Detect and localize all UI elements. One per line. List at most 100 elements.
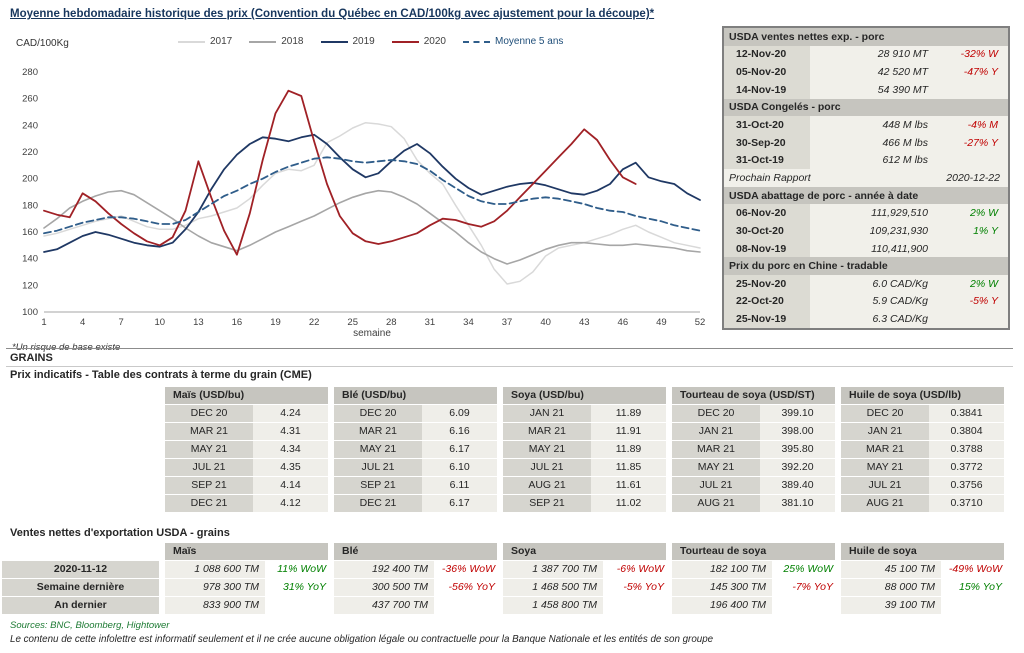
contract-month: SEP 21 bbox=[165, 477, 253, 494]
contract-price: 4.24 bbox=[253, 405, 328, 422]
contract-price: 6.10 bbox=[422, 459, 497, 476]
exports-value: 437 700 TM bbox=[334, 597, 434, 614]
exports-table-title: Ventes nettes d'exportation USDA - grain… bbox=[10, 527, 230, 539]
contract-month: JUL 21 bbox=[165, 459, 253, 476]
series-line-2019 bbox=[43, 133, 701, 253]
panel-data-row: 25-Nov-20 6.0 CAD/Kg 2% W bbox=[724, 274, 1008, 293]
contract-month: JAN 21 bbox=[503, 405, 591, 422]
contract-month: JAN 21 bbox=[841, 423, 929, 440]
row-date: 06-Nov-20 bbox=[724, 204, 810, 223]
contract-month: AUG 21 bbox=[841, 495, 929, 512]
panel-data-row: 31-Oct-20 448 M lbs -4% M bbox=[724, 116, 1008, 134]
row-value: 448 M lbs bbox=[882, 119, 928, 132]
contract-price: 399.10 bbox=[760, 405, 835, 422]
futures-group: Tourteau de soya (USD/ST) DEC 20 399.10 JAN… bbox=[672, 387, 835, 513]
x-tick-label: 22 bbox=[309, 317, 320, 328]
panel-section-header: Prix du porc en Chine - tradable bbox=[724, 257, 1008, 275]
legend-swatch bbox=[320, 40, 348, 43]
exports-row: Semaine dernière 978 300 TM 31% YoY 300 500… bbox=[2, 579, 1004, 596]
exports-cell-group: 88 000 TM 15% YoY bbox=[841, 579, 1004, 596]
contract-month: MAR 21 bbox=[503, 423, 591, 440]
contract-month: MAY 21 bbox=[503, 441, 591, 458]
row-date: 31-Oct-20 bbox=[724, 116, 810, 134]
exports-cell-group: 833 900 TM bbox=[165, 597, 328, 614]
exports-value: 1 458 800 TM bbox=[503, 597, 603, 614]
exports-change: -49% WoW bbox=[948, 563, 1002, 575]
legend-item-2020: 2020 bbox=[391, 36, 446, 47]
futures-group-header: Blé (USD/bu) bbox=[334, 387, 497, 404]
y-tick-label: 280 bbox=[22, 67, 38, 78]
x-tick-label: 1 bbox=[41, 317, 46, 328]
futures-row: MAY 21 11.89 bbox=[503, 441, 666, 458]
row-date: 05-Nov-20 bbox=[724, 63, 810, 81]
futures-table-title: Prix indicatifs - Table des contrats à t… bbox=[10, 369, 312, 381]
exports-cell-group: 1 387 700 TM -6% WoW bbox=[503, 561, 666, 578]
exports-change: 15% YoY bbox=[958, 581, 1002, 593]
contract-month: AUG 21 bbox=[503, 477, 591, 494]
y-tick-label: 160 bbox=[22, 227, 38, 238]
futures-group: Maïs (USD/bu) DEC 20 4.24 MAR 21 4.31 MAY 21 4… bbox=[165, 387, 328, 513]
row-value: 42 520 MT bbox=[877, 66, 928, 79]
exports-value: 1 088 600 TM bbox=[165, 561, 265, 578]
contract-price: 6.09 bbox=[422, 405, 497, 422]
legend-label: 2020 bbox=[423, 36, 446, 47]
legend-swatch bbox=[463, 40, 490, 43]
exports-column-header: Soya bbox=[503, 543, 666, 560]
contract-month: MAR 21 bbox=[672, 441, 760, 458]
contract-price: 11.02 bbox=[591, 495, 666, 512]
contract-price: 389.40 bbox=[760, 477, 835, 494]
y-tick-label: 200 bbox=[22, 174, 38, 185]
y-tick-label: 100 bbox=[22, 307, 38, 318]
panel-section-header: USDA Congelés - porc bbox=[724, 98, 1008, 117]
exports-cell-group: 45 100 TM -49% WoW bbox=[841, 561, 1004, 578]
x-tick-label: 34 bbox=[463, 317, 474, 328]
y-tick-label: 140 bbox=[22, 254, 38, 265]
futures-row: SEP 21 4.14 bbox=[165, 477, 328, 494]
exports-change bbox=[603, 597, 666, 614]
contract-month: AUG 21 bbox=[672, 495, 760, 512]
futures-row: MAY 21 392.20 bbox=[672, 459, 835, 476]
chart-footnote: *Un risque de base existe bbox=[12, 342, 121, 353]
futures-row: JAN 21 11.89 bbox=[503, 405, 666, 422]
x-tick-label: 46 bbox=[618, 317, 629, 328]
contract-price: 395.80 bbox=[760, 441, 835, 458]
exports-corner-cell bbox=[2, 543, 159, 560]
futures-row: DEC 20 399.10 bbox=[672, 405, 835, 422]
row-change: -4% M bbox=[967, 119, 998, 132]
futures-row: JUL 21 389.40 bbox=[672, 477, 835, 494]
series-line-moyenne-5-ans bbox=[43, 156, 701, 235]
row-value: 6.3 CAD/Kg bbox=[872, 313, 928, 326]
exports-change: -6% WoW bbox=[616, 563, 664, 575]
contract-price: 11.61 bbox=[591, 477, 666, 494]
exports-column-header: Maïs bbox=[165, 543, 328, 560]
futures-row: AUG 21 0.3710 bbox=[841, 495, 1004, 512]
contract-price: 4.31 bbox=[253, 423, 328, 440]
exports-cell-group: 437 700 TM bbox=[334, 597, 497, 614]
futures-group-header: Maïs (USD/bu) bbox=[165, 387, 328, 404]
futures-row: JUL 21 4.35 bbox=[165, 459, 328, 476]
contract-price: 381.10 bbox=[760, 495, 835, 512]
exports-value: 39 100 TM bbox=[841, 597, 941, 614]
futures-row: DEC 21 4.12 bbox=[165, 495, 328, 512]
contract-month: MAY 21 bbox=[841, 459, 929, 476]
contract-month: DEC 21 bbox=[165, 495, 253, 512]
note-label: Prochain Rapport bbox=[729, 171, 811, 184]
exports-value: 192 400 TM bbox=[334, 561, 434, 578]
exports-value: 833 900 TM bbox=[165, 597, 265, 614]
exports-change: 31% YoY bbox=[282, 581, 326, 593]
futures-row: DEC 21 6.17 bbox=[334, 495, 497, 512]
exports-change: 25% WoW bbox=[783, 563, 833, 575]
contract-price: 6.17 bbox=[422, 495, 497, 512]
chart-legend: 2017 2018 2019 2020 Moyenne 5 ans bbox=[178, 36, 563, 47]
row-change: -27% Y bbox=[963, 136, 998, 149]
x-tick-label: 7 bbox=[119, 317, 124, 328]
exports-value: 1 468 500 TM bbox=[503, 579, 603, 596]
exports-column-header: Blé bbox=[334, 543, 497, 560]
y-tick-label: 240 bbox=[22, 120, 38, 131]
contract-month: MAR 21 bbox=[334, 423, 422, 440]
exports-cell-group: 1 458 800 TM bbox=[503, 597, 666, 614]
note-value: 2020-12-22 bbox=[946, 171, 1000, 184]
row-value: 612 M lbs bbox=[882, 154, 928, 167]
panel-data-row: 30-Sep-20 466 M lbs -27% Y bbox=[724, 133, 1008, 152]
futures-row: MAR 21 0.3788 bbox=[841, 441, 1004, 458]
